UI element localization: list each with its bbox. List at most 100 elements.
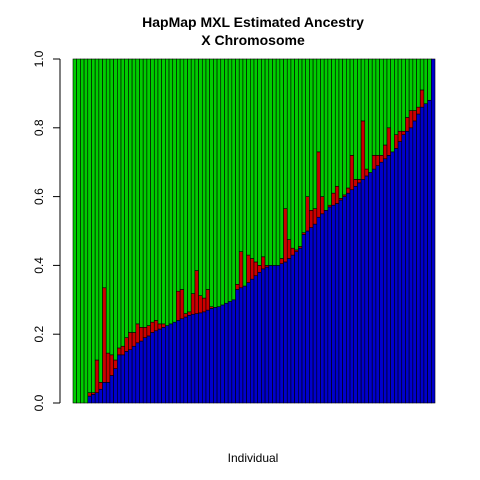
bar-segment-green: [349, 58, 355, 156]
bar-segment-green: [76, 58, 81, 404]
bar-segment-blue: [238, 287, 244, 404]
bar-segment-green: [294, 58, 299, 251]
bar-segment-red: [94, 359, 100, 393]
bar-segment-green: [213, 58, 218, 308]
bar-segment-blue: [124, 351, 129, 404]
bar-segment-green: [283, 58, 288, 209]
bar-segment-blue: [408, 127, 414, 404]
bar-segment-blue: [117, 354, 122, 404]
bar-segment-blue: [390, 151, 395, 404]
bar-segment-green: [364, 58, 369, 170]
bar-segment-blue: [172, 321, 177, 404]
bar-segment-blue: [120, 354, 126, 404]
bar-segment-green: [231, 58, 236, 301]
bar-segment-red: [305, 196, 310, 232]
bar-segment-blue: [264, 266, 270, 404]
bar-segment-blue: [205, 309, 210, 404]
bar-segment-red: [198, 295, 203, 314]
bar-segment-blue: [346, 192, 351, 404]
bar-segment-red: [401, 130, 406, 135]
bar-segment-blue: [253, 275, 258, 404]
bar-segment-green: [301, 58, 307, 234]
bar-segment-blue: [279, 263, 284, 404]
bar-segment-green: [427, 58, 432, 101]
bar-segment-blue: [327, 206, 332, 404]
bar-segment-blue: [331, 204, 336, 404]
y-tick-label: 1.0: [32, 50, 46, 67]
bar-segment-red: [131, 332, 137, 347]
bar-segment-red: [394, 134, 399, 149]
bar-segment-blue: [431, 58, 436, 404]
bar-segment-green: [397, 58, 403, 132]
bar-segment-green: [146, 58, 151, 326]
bar-segment-green: [323, 58, 329, 211]
bar-segment-blue: [301, 234, 307, 404]
bar-segment-green: [201, 58, 207, 299]
bar-segment-red: [157, 323, 162, 330]
bar-segment-red: [408, 110, 414, 129]
bar-segment-green: [153, 58, 159, 321]
bar-segment-green: [176, 58, 181, 292]
bar-segment-green: [371, 58, 377, 156]
bar-segment-red: [102, 287, 107, 383]
bar-segment-red: [419, 89, 425, 108]
bar-segment-green: [268, 58, 273, 266]
bar-segment-blue: [316, 216, 321, 404]
bar-segment-red: [176, 290, 181, 321]
y-tick-label: 0.8: [32, 119, 46, 136]
bar-segment-blue: [423, 103, 428, 404]
bar-segment-green: [320, 58, 325, 197]
bar-segment-green: [242, 58, 247, 287]
y-tick-label: 0.6: [32, 188, 46, 205]
bar-segment-blue: [198, 312, 203, 404]
bar-segment-blue: [150, 332, 155, 404]
bar-segment-blue: [135, 342, 140, 404]
bar-segment-red: [161, 323, 166, 328]
bar-segment-blue: [139, 340, 144, 404]
bar-segment-green: [423, 58, 428, 105]
bar-segment-red: [98, 382, 103, 390]
bar-segment-green: [183, 58, 188, 314]
bar-segment-green: [113, 58, 118, 361]
bar-segment-blue: [216, 306, 222, 404]
bar-segment-green: [386, 58, 391, 129]
bar-segment-green: [235, 58, 240, 285]
y-tick-label: 0.4: [32, 257, 46, 274]
bar-segment-green: [87, 58, 92, 393]
bar-segment-blue: [142, 337, 148, 404]
bar-segment-blue: [246, 282, 251, 404]
bar-segment-red: [146, 325, 151, 337]
bar-segment-green: [375, 58, 380, 156]
bar-segment-green: [109, 58, 114, 356]
bar-segment-blue: [179, 318, 185, 404]
bar-segment-green: [264, 58, 270, 266]
bar-segment-green: [346, 58, 351, 189]
bar-segment-blue: [165, 325, 170, 404]
bar-segment-red: [253, 261, 258, 277]
bar-segment-red: [128, 332, 133, 350]
bar-segment-green: [105, 58, 111, 354]
bar-segment-blue: [305, 230, 310, 404]
bar-segment-red: [250, 258, 255, 280]
bar-segment-blue: [227, 301, 233, 404]
bar-segment-red: [286, 239, 292, 259]
bar-segment-red: [150, 321, 155, 333]
bar-segment-blue: [201, 311, 207, 404]
bar-segment-blue: [105, 382, 111, 404]
bar-segment-blue: [323, 210, 329, 404]
chart-title: HapMap MXL Estimated Ancestry: [142, 14, 364, 30]
bar-segment-green: [253, 58, 258, 263]
bar-segment-blue: [250, 278, 255, 404]
bar-segment-blue: [298, 247, 303, 404]
bar-segment-green: [220, 58, 225, 306]
bar-segment-red: [353, 179, 358, 187]
x-axis-label: Individual: [228, 451, 279, 465]
bar-segment-blue: [187, 314, 192, 404]
bar-segment-green: [298, 58, 303, 247]
bar-segment-green: [157, 58, 162, 325]
bar-group: [72, 58, 436, 404]
bar-segment-red: [386, 127, 391, 156]
bar-segment-red: [205, 289, 210, 311]
bar-segment-red: [331, 192, 336, 206]
bar-segment-blue: [87, 395, 92, 404]
